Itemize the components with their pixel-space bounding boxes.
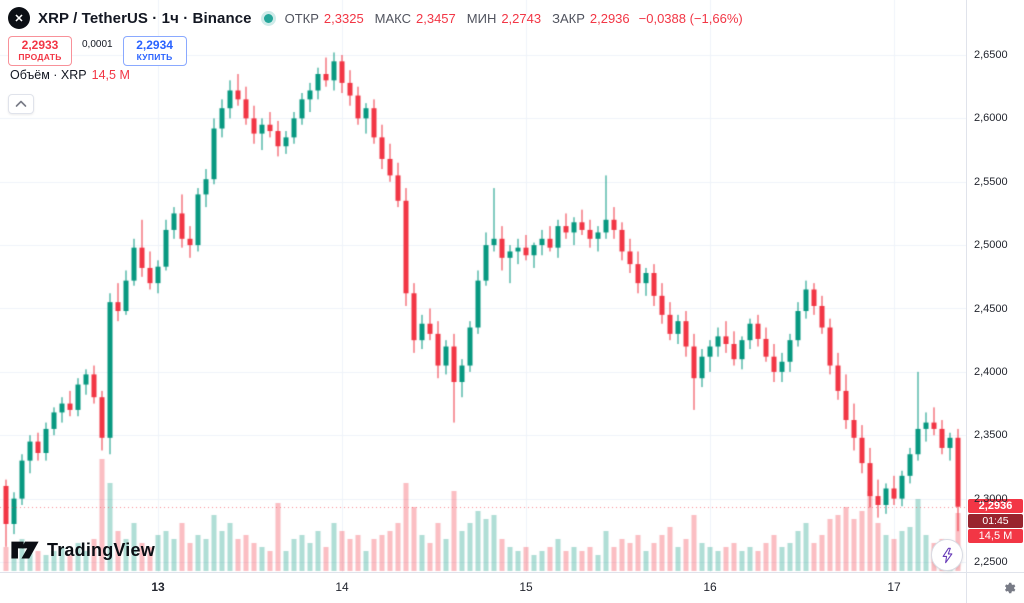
tradingview-mark-icon <box>11 541 39 559</box>
last-price-badges: 2,2936 01:45 14,5 М <box>968 498 1023 544</box>
price-axis-label: 2,2500 <box>974 556 1008 568</box>
time-axis-label: 16 <box>703 580 717 594</box>
price-axis-label: 2,5000 <box>974 239 1008 252</box>
price-axis-label: 2,4500 <box>974 302 1008 315</box>
lightning-bolt-icon <box>942 547 952 563</box>
spread-value: 0,0001 <box>82 39 113 50</box>
high-value: 2,3457 <box>416 10 456 26</box>
volume-legend: Объём · XRP 14,5 М <box>10 68 130 82</box>
buy-price: 2,2934 <box>136 38 173 52</box>
symbol-title[interactable]: XRP / TetherUS · 1ч · Binance <box>38 9 252 27</box>
collapse-legend-button[interactable] <box>8 94 34 114</box>
buy-button[interactable]: 2,2934 КУПИТЬ <box>122 36 187 66</box>
time-axis[interactable]: 13 14 15 16 17 <box>0 572 966 603</box>
tradingview-logo[interactable]: TradingView <box>10 539 155 561</box>
volume-badge: 14,5 М <box>968 528 1023 543</box>
sell-price: 2,2933 <box>21 38 59 52</box>
countdown-badge: 01:45 <box>968 513 1023 528</box>
time-axis-label: 13 <box>151 580 165 594</box>
open-value: 2,3325 <box>323 10 364 26</box>
time-axis-label: 14 <box>335 580 349 594</box>
high-label: МАКС <box>374 10 411 26</box>
buy-label: КУПИТЬ <box>136 51 173 62</box>
price-axis-label: 2,5500 <box>974 175 1008 188</box>
time-axis-label: 15 <box>519 580 533 594</box>
trade-panel: 2,2933 ПРОДАТЬ 0,0001 2,2934 КУПИТЬ <box>8 36 187 66</box>
xrp-logo-icon: ✕ <box>8 7 30 29</box>
settings-gear-icon[interactable] <box>1002 581 1016 595</box>
price-axis-label: 2,6000 <box>974 112 1008 125</box>
time-axis-label: 17 <box>887 580 901 594</box>
price-axis-label: 2,3000 <box>974 492 1008 505</box>
close-value: 2,2936 <box>589 10 630 26</box>
volume-legend-value: 14,5 М <box>91 68 130 82</box>
price-axis-label: 2,3500 <box>974 429 1008 442</box>
sell-button[interactable]: 2,2933 ПРОДАТЬ <box>8 36 72 66</box>
low-label: МИН <box>466 10 497 26</box>
tradingview-wordmark: TradingView <box>47 539 155 560</box>
header-bar: ✕ XRP / TetherUS · 1ч · Binance ОТКР 2,3… <box>8 7 749 29</box>
market-status-icon[interactable] <box>263 13 273 23</box>
sell-label: ПРОДАТЬ <box>18 51 62 62</box>
volume-legend-label: Объём · XRP <box>10 68 87 82</box>
axis-corner <box>966 572 1024 603</box>
price-axis[interactable]: 2,2936 01:45 14,5 М 2,6500 2,6000 2,5500 2,… <box>966 0 1024 572</box>
close-label: ЗАКР <box>552 10 585 26</box>
open-label: ОТКР <box>284 10 319 26</box>
ohlc-legend: ОТКР 2,3325 МАКС 2,3457 МИН 2,2743 ЗАКР … <box>285 11 749 26</box>
instant-order-button[interactable] <box>931 539 963 571</box>
price-axis-label: 2,6500 <box>974 49 1008 61</box>
low-value: 2,2743 <box>501 10 542 26</box>
price-axis-label: 2,4000 <box>974 365 1008 378</box>
price-chart[interactable] <box>0 0 966 572</box>
last-price-badge: 2,2936 <box>968 498 1023 513</box>
chevron-up-icon <box>15 100 27 107</box>
change-value: −0,0388 (−1,66%) <box>638 10 743 26</box>
